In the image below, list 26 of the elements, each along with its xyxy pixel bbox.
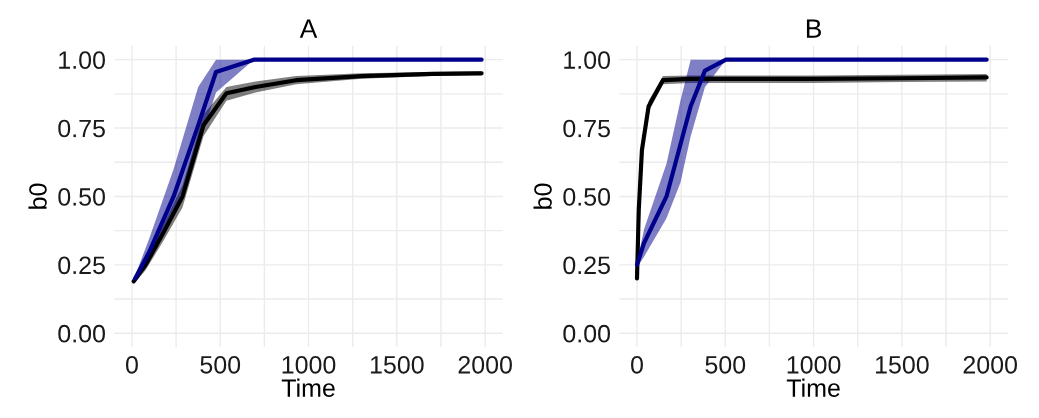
x-tick-label: 0 — [631, 355, 643, 374]
x-tick-label: 500 — [705, 355, 746, 374]
y-tick-label: 0.25 — [563, 256, 610, 275]
y-tick-label: 1.00 — [564, 51, 611, 69]
chart-title: B — [806, 19, 821, 38]
y-tick-label: 0.75 — [563, 119, 610, 138]
y-tick-label: 0.00 — [563, 324, 611, 343]
x-tick-label: 1500 — [370, 355, 424, 374]
x-tick-label: 0 — [125, 355, 138, 374]
x-tick-label: 500 — [200, 355, 241, 374]
x-axis-title: Time — [281, 378, 335, 397]
y-tick-label: 0.75 — [58, 119, 105, 138]
y-axis-title: b0 — [533, 183, 552, 209]
y-tick-label: 0.00 — [58, 324, 105, 343]
x-axis-title: Time — [786, 378, 840, 397]
y-tick-label: 0.50 — [58, 188, 105, 206]
y-axis-title: b0 — [28, 183, 47, 209]
y-tick-label: 0.25 — [58, 256, 105, 275]
x-tick-label: 1000 — [787, 355, 841, 374]
x-tick-label: 1500 — [875, 355, 929, 374]
y-tick-label: 1.00 — [59, 51, 105, 69]
y-tick-label: 0.50 — [563, 188, 611, 206]
x-tick-label: 2000 — [458, 355, 512, 374]
x-tick-label: 1000 — [282, 355, 336, 374]
chart-title: A — [299, 19, 318, 38]
x-tick-label: 2000 — [963, 355, 1017, 374]
